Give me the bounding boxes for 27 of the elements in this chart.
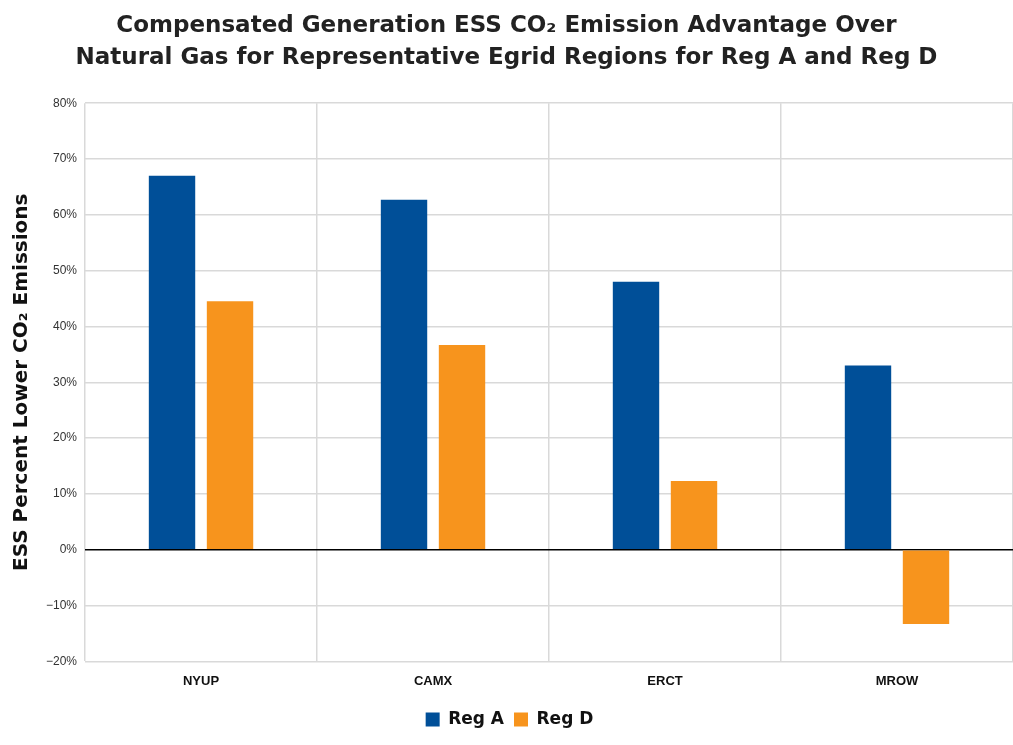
x-tick-label: MROW [875,672,920,688]
y-tick-label: 60% [52,207,78,222]
bar [380,199,428,550]
y-tick-label: 50% [52,262,78,277]
y-tick-label: 0% [59,542,78,557]
bar [844,365,892,550]
y-tick-label: 40% [52,318,78,333]
y-axis-title: ESS Percent Lower CO₂ Emissions [8,193,33,572]
y-tick-label: 80% [52,95,78,110]
x-tick-label: ERCT [647,672,683,688]
bar [670,481,718,550]
legend-label: Reg A [448,707,505,728]
y-tick-label: −10% [45,597,78,612]
bar [438,344,486,550]
y-tick-label: −20% [45,653,78,668]
x-tick-label: CAMX [413,672,453,688]
y-tick-label: 30% [52,374,78,389]
chart-title: Compensated Generation ESS CO₂ Emission Advantage Over Natural Gas for Representative Egrid Regions for Reg A and Reg D [74,10,939,71]
y-tick-label: 70% [52,151,78,166]
bar [612,281,660,550]
bar [206,301,254,550]
legend-label: Reg D [536,707,594,728]
x-tick-label: NYUP [182,672,220,688]
y-tick-label: 20% [52,430,78,445]
bar [902,550,950,624]
y-tick-label: 10% [52,486,78,501]
bar [148,175,196,550]
